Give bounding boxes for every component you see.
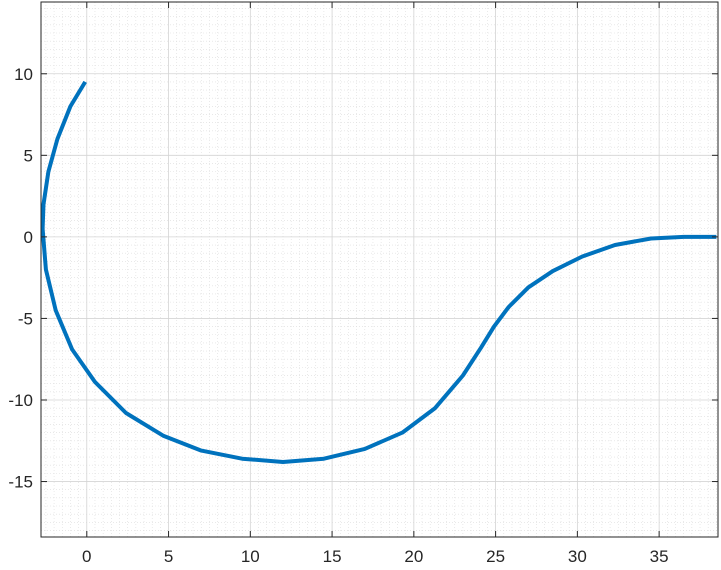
y-tick-label: -15 <box>8 473 33 492</box>
y-tick-label: 0 <box>24 228 33 247</box>
y-tick-label: -5 <box>18 309 33 328</box>
plot-background <box>41 2 718 537</box>
x-tick-label: 25 <box>486 547 505 566</box>
series-line <box>40 80 717 464</box>
y-tick-label: 10 <box>14 65 33 84</box>
tick-marks <box>41 2 718 537</box>
x-tick-label: 20 <box>404 547 423 566</box>
x-tick-label: 5 <box>164 547 173 566</box>
plot-frame <box>40 1 719 538</box>
x-tick-label: 30 <box>568 547 587 566</box>
y-tick-labels: 10 5 0 -5 -10 -15 <box>8 65 33 492</box>
x-tick-label: 0 <box>82 547 91 566</box>
x-tick-label: 15 <box>323 547 342 566</box>
x-tick-labels: 0 5 10 15 20 25 30 35 <box>82 547 669 566</box>
series-layer <box>40 80 717 464</box>
major-grid <box>41 2 718 537</box>
x-tick-label: 35 <box>650 547 669 566</box>
y-tick-label: 5 <box>24 146 33 165</box>
minor-grid <box>41 2 718 537</box>
y-tick-label: -10 <box>8 391 33 410</box>
x-tick-label: 10 <box>241 547 260 566</box>
